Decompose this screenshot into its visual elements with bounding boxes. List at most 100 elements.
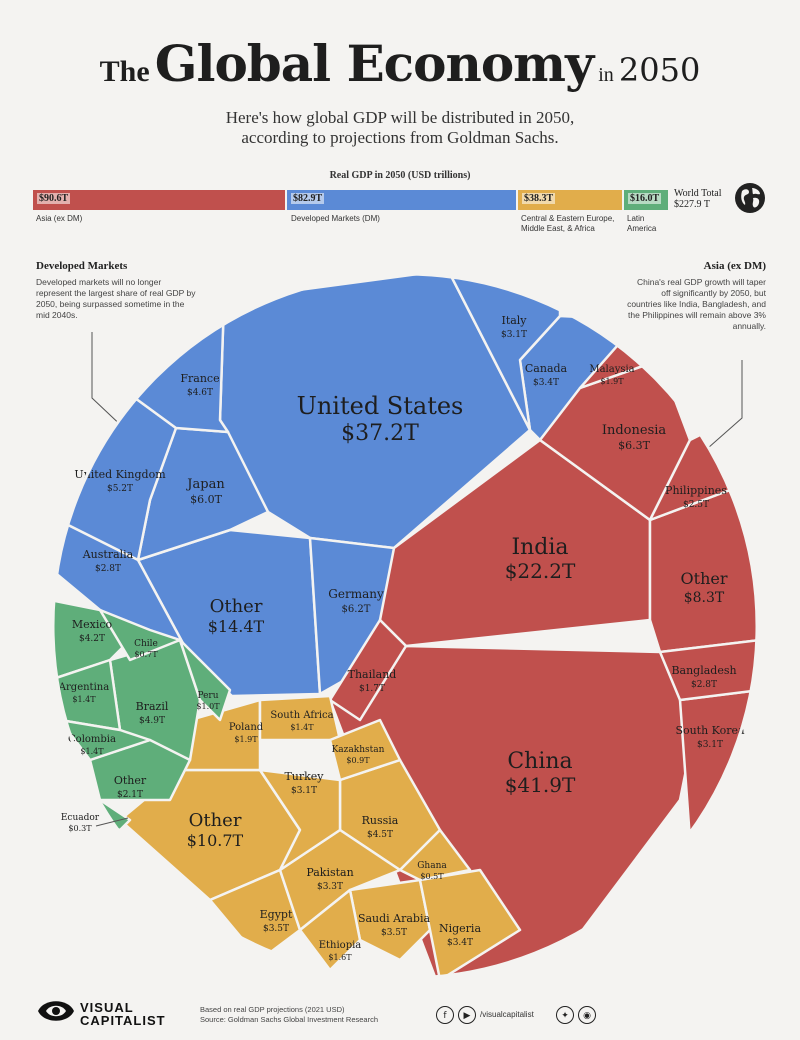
pie-outline [51,272,759,980]
subtitle-line-1: Here's how global GDP will be distribute… [225,108,575,127]
bar-label-latam: Latin America [627,214,657,233]
footnote-line-2: Source: Goldman Sachs Global Investment … [200,1015,379,1024]
label-value-asia-thailand: $1.7T [359,684,385,694]
label-name-developed-other: Other [210,596,263,617]
logo-wordmark: VISUAL CAPITALIST [80,1001,166,1027]
label-value-latin-argentina: $1.4T [72,695,96,704]
bar-segment-emea: $38.3T [518,190,622,210]
annotation-developed-text: Developed markets will no longer represe… [36,277,196,320]
label-value-central-turkey: $3.1T [291,786,317,796]
label-value-asia-indonesia: $6.3T [618,439,650,452]
label-name-latin-ecuador: Ecuador [61,813,100,823]
cell-central-ghana [398,828,472,882]
label-name-central-nigeria: Nigeria [439,922,481,935]
label-value-central-south-africa: $1.4T [290,723,314,732]
label-name-latin-chile: Chile [134,639,158,649]
bar-title: Real GDP in 2050 (USD trillions) [329,170,471,181]
bar-label-asia: Asia (ex DM) [36,214,83,223]
label-value-developed-italy: $3.1T [501,330,527,340]
bar-value-emea: $38.3T [522,193,556,204]
label-value-central-pakistan: $3.3T [317,882,343,892]
bar-segment-asia: $90.6T [33,190,285,210]
label-name-central-egypt: Egypt [260,908,293,921]
label-value-latin-other: $2.1T [117,790,143,800]
bar-label-developed: Developed Markets (DM) [291,214,380,223]
label-name-central-poland: Poland [229,722,264,733]
label-value-developed-australia: $2.8T [95,564,121,574]
label-value-developed-japan: $6.0T [190,493,222,506]
label-value-asia-malaysia: $1.9T [600,377,624,386]
label-name-central-other: Other [189,810,242,831]
title-main: Global Economy [154,34,594,93]
label-value-central-saudi-arabia: $3.5T [381,928,407,938]
label-name-asia-other: Other [681,569,728,588]
annotation-developed-title: Developed Markets [36,260,128,272]
label-name-developed-canada: Canada [525,362,568,375]
youtube-icon[interactable]: ▶ [458,1006,476,1024]
title-the: The [99,55,150,88]
label-value-developed-united-states: $37.2T [341,421,419,446]
cell-developed-italy [446,274,562,432]
label-value-latin-peru: $1.0T [196,702,220,711]
label-value-central-egypt: $3.5T [263,924,289,934]
label-name-central-saudi-arabia: Saudi Arabia [358,912,431,925]
label-value-developed-france: $4.6T [187,388,213,398]
label-value-latin-brazil: $4.9T [139,716,165,726]
label-name-central-ghana: Ghana [417,861,447,871]
subtitle-line-2: according to projections from Goldman Sa… [241,128,559,147]
label-name-central-russia: Russia [362,814,399,827]
cell-latin-chile [98,608,182,662]
label-name-asia-malaysia: Malaysia [589,364,634,375]
cell-latin-peru [178,638,232,722]
label-value-developed-united-kingdom: $5.2T [107,484,133,494]
footnote-line-1: Based on real GDP projections (2021 USD) [200,1005,345,1014]
label-name-developed-united-states: United States [297,392,464,420]
label-value-asia-philippines: $2.5T [683,500,709,510]
ecuador-leader-line [95,817,129,827]
label-value-latin-ecuador: $0.3T [68,824,92,833]
twitter-icon[interactable]: ✦ [556,1006,574,1024]
world-total: World Total $227.9 T [674,188,721,210]
bar-segment-developed: $82.9T [287,190,516,210]
label-name-developed-france: France [180,372,219,385]
label-value-central-ghana: $0.5T [420,872,444,881]
label-name-latin-mexico: Mexico [72,618,113,631]
label-name-central-pakistan: Pakistan [306,866,353,879]
label-name-latin-colombia: Colombia [68,734,116,745]
cell-asia-south-korea [678,688,757,842]
world-total-value: $227.9 T [674,199,710,210]
label-name-asia-philippines: Philippines [665,484,727,497]
label-name-asia-thailand: Thailand [348,668,397,681]
page-title: The Global Economy in 2050 [0,34,800,93]
label-name-asia-india: India [511,535,568,560]
bar-segment-latam: $16.0T [624,190,668,210]
label-value-asia-other: $8.3T [684,590,725,606]
label-value-latin-chile: $0.7T [134,650,158,659]
label-value-asia-india: $22.2T [505,559,576,583]
label-value-asia-china: $41.9T [505,773,576,797]
label-value-central-nigeria: $3.4T [447,938,473,948]
bar-label-emea: Central & Eastern Europe, Middle East, &… [521,214,615,233]
label-value-developed-canada: $3.4T [533,378,559,388]
label-name-asia-china: China [507,749,572,774]
facebook-icon[interactable]: f [436,1006,454,1024]
bar-value-asia: $90.6T [37,193,71,204]
label-value-developed-other: $14.4T [208,617,265,636]
cell-latin-colombia [58,718,152,762]
globe-icon [735,183,765,213]
label-value-central-russia: $4.5T [367,830,393,840]
instagram-icon[interactable]: ◉ [578,1006,596,1024]
label-value-central-ethiopia: $1.6T [328,953,352,962]
label-value-central-other: $10.7T [187,831,244,850]
label-name-developed-italy: Italy [501,314,527,327]
label-value-developed-germany: $6.2T [342,604,371,615]
cell-central-kazakhstan [328,718,402,782]
visual-capitalist-logo-icon [38,1001,74,1021]
title-in: in [598,64,614,86]
label-name-latin-argentina: Argentina [58,682,109,693]
label-value-latin-colombia: $1.4T [80,747,104,756]
social-handle[interactable]: /visualcapitalist [480,1010,534,1019]
logo-line-1: VISUAL [80,1000,134,1015]
title-year: 2050 [618,51,701,89]
